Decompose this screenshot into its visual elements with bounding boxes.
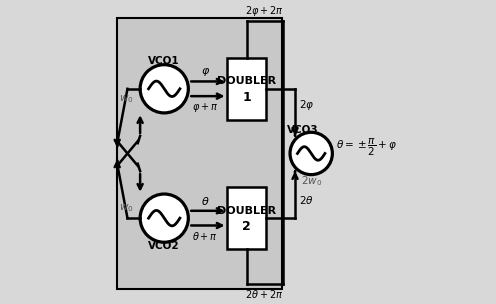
Text: 2: 2 xyxy=(242,220,251,233)
Text: $w_0$: $w_0$ xyxy=(119,202,133,214)
Circle shape xyxy=(140,194,188,242)
Text: $2\theta$: $2\theta$ xyxy=(299,195,313,206)
Text: VCO1: VCO1 xyxy=(148,56,180,66)
Text: $w_0$: $w_0$ xyxy=(119,93,133,105)
Text: $2\varphi+2\pi$: $2\varphi+2\pi$ xyxy=(245,4,284,18)
Text: $2\theta+2\pi$: $2\theta+2\pi$ xyxy=(245,288,283,300)
Bar xyxy=(228,187,266,249)
Text: $2w_0$: $2w_0$ xyxy=(301,174,322,188)
FancyBboxPatch shape xyxy=(117,18,282,289)
Text: $\theta$: $\theta$ xyxy=(201,195,210,207)
Text: VCO3: VCO3 xyxy=(287,125,318,135)
Text: DOUBLER: DOUBLER xyxy=(217,206,276,216)
Text: $\theta = \pm\dfrac{\pi}{2}+\varphi$: $\theta = \pm\dfrac{\pi}{2}+\varphi$ xyxy=(336,137,397,158)
Bar xyxy=(228,58,266,120)
Text: $2\varphi$: $2\varphi$ xyxy=(299,98,314,112)
Text: $\varphi$: $\varphi$ xyxy=(201,66,210,78)
Circle shape xyxy=(290,132,332,174)
Circle shape xyxy=(140,65,188,113)
Text: DOUBLER: DOUBLER xyxy=(217,76,276,86)
Text: $\theta+\pi$: $\theta+\pi$ xyxy=(192,230,218,242)
Text: $\varphi+\pi$: $\varphi+\pi$ xyxy=(192,101,219,114)
Text: VCO2: VCO2 xyxy=(148,241,180,251)
Text: 1: 1 xyxy=(242,91,251,104)
